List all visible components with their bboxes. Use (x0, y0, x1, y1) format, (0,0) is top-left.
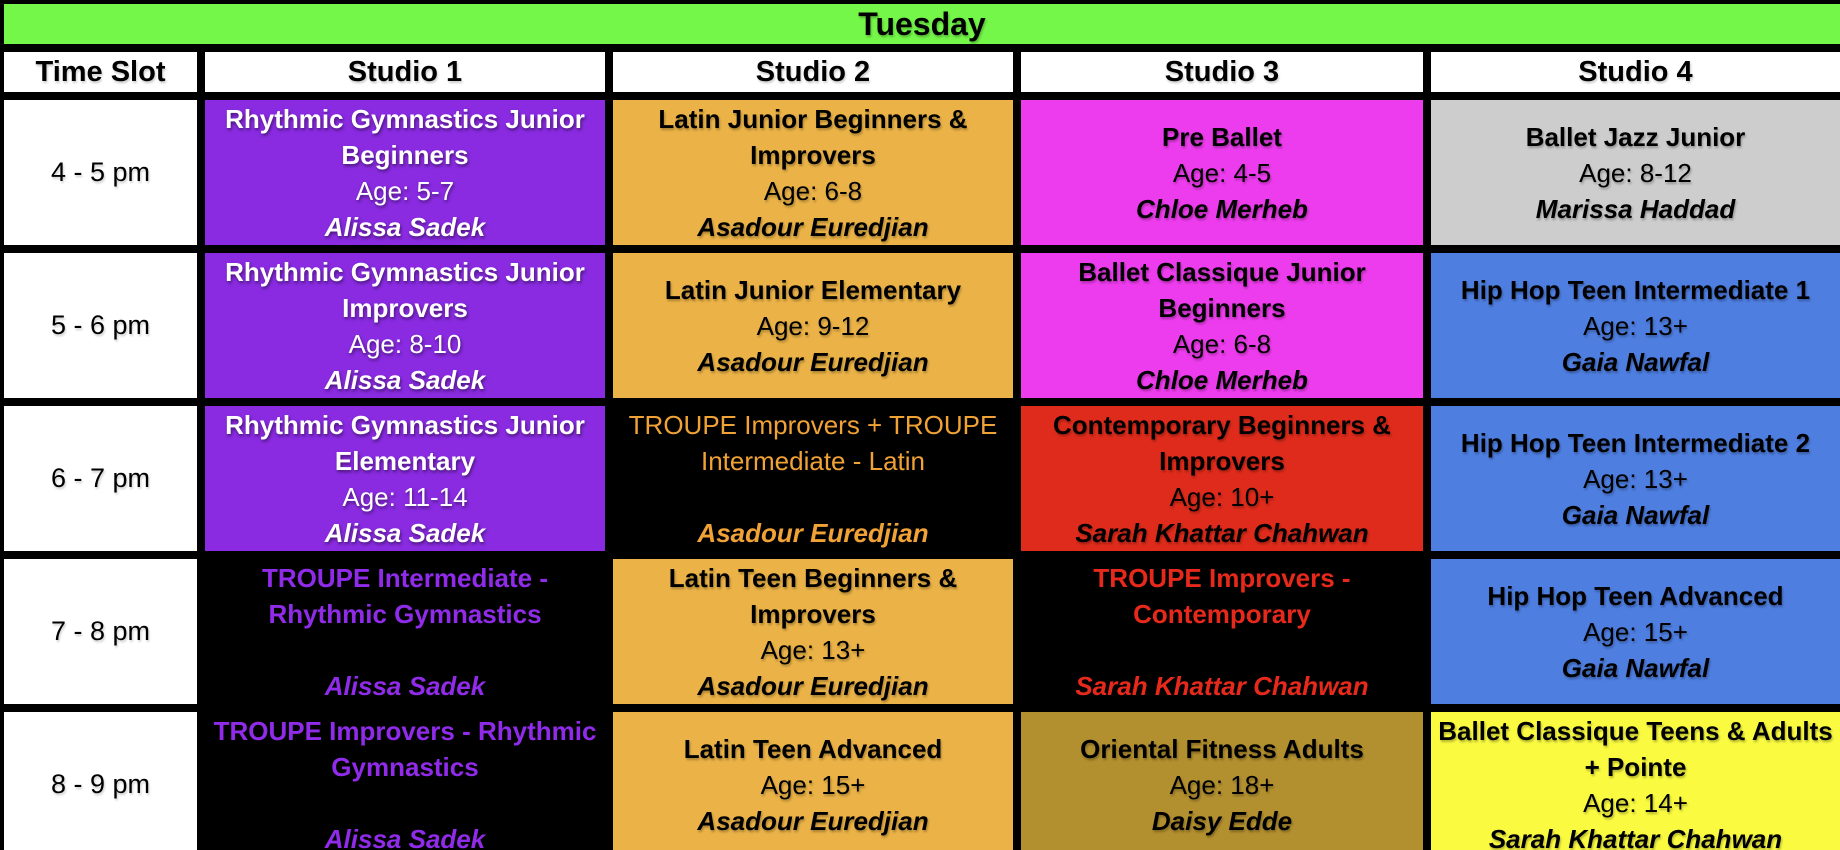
class-cell: Latin Junior Elementary Age: 9-12 Asadou… (613, 253, 1013, 398)
class-title: Hip Hop Teen Intermediate 2 (1460, 427, 1811, 458)
class-title: Pre Ballet (1162, 121, 1282, 152)
class-age: Age: 13+ (1583, 463, 1688, 494)
class-title: Latin Junior Elementary (664, 274, 962, 305)
class-cell: Latin Teen Beginners & Improvers Age: 13… (613, 559, 1013, 704)
class-cell: Ballet Classique Junior Beginners Age: 6… (1021, 253, 1423, 398)
class-age: Age: 11-14 (342, 481, 468, 512)
class-age: Age: 5-7 (355, 175, 455, 206)
class-title: TROUPE Improvers - Contemporary (1093, 562, 1351, 629)
class-title: Latin Teen Beginners & Improvers (668, 562, 958, 629)
class-teacher: Alissa Sadek (324, 211, 486, 242)
class-teacher: Asadour Euredjian (697, 805, 929, 836)
time-slot-label: 7 - 8 pm (4, 559, 197, 704)
class-cell: Latin Junior Beginners & Improvers Age: … (613, 100, 1013, 245)
class-teacher: Alissa Sadek (324, 670, 486, 701)
column-header-studio-3: Studio 3 (1021, 52, 1423, 92)
day-title-bar: Tuesday (4, 4, 1840, 44)
column-header-studio-4: Studio 4 (1431, 52, 1840, 92)
class-teacher: Asadour Euredjian (697, 211, 929, 242)
class-title: Rhythmic Gymnastics Junior Elementary (225, 409, 585, 476)
class-teacher: Alissa Sadek (324, 823, 486, 850)
class-title: Oriental Fitness Adults (1080, 733, 1364, 764)
class-title: Rhythmic Gymnastics Junior Beginners (225, 103, 585, 170)
class-teacher: Gaia Nawfal (1561, 346, 1710, 377)
class-age: Age: 15+ (1583, 616, 1688, 647)
class-age: Age: 6-8 (1172, 328, 1272, 359)
class-age: Age: 15+ (760, 769, 866, 800)
class-age: Age: 8-10 (348, 328, 462, 359)
class-cell: Rhythmic Gymnastics Junior Elementary Ag… (205, 406, 605, 551)
class-teacher: Marissa Haddad (1535, 193, 1736, 224)
class-age: Age: 4-5 (1172, 157, 1272, 188)
class-cell: Rhythmic Gymnastics Junior Beginners Age… (205, 100, 605, 245)
class-cell: Latin Teen Advanced Age: 15+ Asadour Eur… (613, 712, 1013, 850)
class-teacher: Asadour Euredjian (697, 517, 929, 548)
day-title: Tuesday (858, 5, 986, 42)
time-slot-label: 4 - 5 pm (4, 100, 197, 245)
class-cell: Hip Hop Teen Intermediate 1 Age: 13+ Gai… (1431, 253, 1840, 398)
class-title: TROUPE Improvers - Rhythmic Gymnastics (213, 715, 597, 782)
class-teacher: Gaia Nawfal (1561, 652, 1710, 683)
class-cell: TROUPE Intermediate - Rhythmic Gymnastic… (205, 559, 605, 704)
class-teacher: Sarah Khattar Chahwan (1075, 670, 1369, 701)
class-age: Age: 10+ (1169, 481, 1275, 512)
class-cell: TROUPE Improvers - Contemporary Sarah Kh… (1021, 559, 1423, 704)
class-teacher: Alissa Sadek (324, 364, 486, 395)
class-title: TROUPE Intermediate - Rhythmic Gymnastic… (261, 562, 549, 629)
class-title: Contemporary Beginners & Improvers (1052, 409, 1392, 476)
class-teacher: Chloe Merheb (1136, 193, 1308, 224)
column-header-studio-1: Studio 1 (205, 52, 605, 92)
class-cell: Rhythmic Gymnastics Junior Improvers Age… (205, 253, 605, 398)
class-title: TROUPE Improvers + TROUPE Intermediate -… (628, 409, 998, 476)
column-header-time-slot: Time Slot (4, 52, 197, 92)
time-slot-label: 6 - 7 pm (4, 406, 197, 551)
class-cell: Oriental Fitness Adults Age: 18+ Daisy E… (1021, 712, 1423, 850)
class-cell: TROUPE Improvers - Rhythmic Gymnastics A… (205, 712, 605, 850)
class-age: Age: 18+ (1169, 769, 1275, 800)
class-teacher: Chloe Merheb (1136, 364, 1308, 395)
class-title: Rhythmic Gymnastics Junior Improvers (225, 256, 585, 323)
class-cell: TROUPE Improvers + TROUPE Intermediate -… (613, 406, 1013, 551)
class-age: Age: 13+ (760, 634, 866, 665)
class-teacher: Sarah Khattar Chahwan (1075, 517, 1369, 548)
class-title: Latin Junior Beginners & Improvers (658, 103, 968, 170)
class-teacher: Gaia Nawfal (1561, 499, 1710, 530)
class-title: Ballet Classique Teens & Adults + Pointe (1438, 715, 1833, 782)
class-cell: Contemporary Beginners & Improvers Age: … (1021, 406, 1423, 551)
class-teacher: Sarah Khattar Chahwan (1488, 823, 1783, 850)
class-cell: Hip Hop Teen Intermediate 2 Age: 13+ Gai… (1431, 406, 1840, 551)
class-age: Age: 6-8 (763, 175, 863, 206)
class-age: Age: 8-12 (1579, 157, 1692, 188)
class-title: Ballet Classique Junior Beginners (1078, 256, 1366, 323)
time-slot-label: 5 - 6 pm (4, 253, 197, 398)
class-age: Age: 14+ (1583, 787, 1688, 818)
class-age: Age: 9-12 (756, 310, 870, 341)
class-cell: Pre Ballet Age: 4-5 Chloe Merheb (1021, 100, 1423, 245)
class-cell: Hip Hop Teen Advanced Age: 15+ Gaia Nawf… (1431, 559, 1840, 704)
class-cell: Ballet Jazz Junior Age: 8-12 Marissa Had… (1431, 100, 1840, 245)
class-title: Latin Teen Advanced (683, 733, 943, 764)
class-age: Age: 13+ (1583, 310, 1688, 341)
class-teacher: Asadour Euredjian (697, 670, 929, 701)
time-slot-label: 8 - 9 pm (4, 712, 197, 850)
class-title: Hip Hop Teen Intermediate 1 (1460, 274, 1811, 305)
class-title: Ballet Jazz Junior (1525, 121, 1746, 152)
column-header-studio-2: Studio 2 (613, 52, 1013, 92)
class-teacher: Asadour Euredjian (697, 346, 929, 377)
class-teacher: Alissa Sadek (324, 517, 486, 548)
class-teacher: Daisy Edde (1151, 805, 1293, 836)
class-cell: Ballet Classique Teens & Adults + Pointe… (1431, 712, 1840, 850)
class-title: Hip Hop Teen Advanced (1487, 580, 1784, 611)
